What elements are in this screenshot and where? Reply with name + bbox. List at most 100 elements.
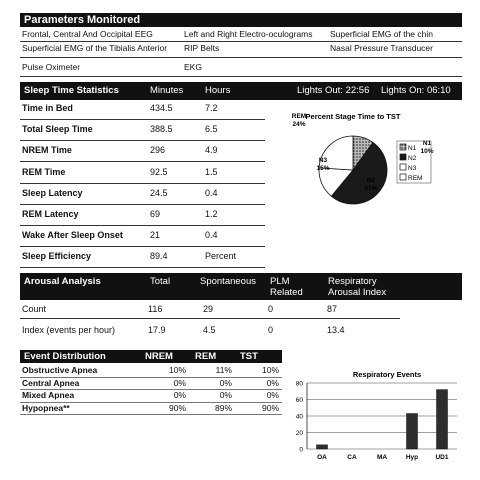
sleep-row-minutes: 69 bbox=[150, 209, 161, 219]
sleep-col-minutes: Minutes bbox=[150, 85, 184, 96]
sleep-row-minutes: 92.5 bbox=[150, 166, 168, 177]
arousal-row-total: 17.9 bbox=[148, 325, 166, 335]
pie-value-label: 24% bbox=[292, 121, 305, 128]
event-row-label: Central Apnea bbox=[22, 377, 80, 388]
event-row-nrem: 0% bbox=[173, 390, 186, 400]
bar-chart-title: Respiratory Events bbox=[353, 370, 421, 379]
sleep-row-divider bbox=[20, 246, 265, 248]
pie-title: Percent Stage Time to TST bbox=[306, 112, 401, 121]
pie-legend-swatch bbox=[399, 173, 407, 181]
arousal-col-resp-2: Arousal Index bbox=[328, 287, 387, 298]
sleep-row-label: Wake After Sleep Onset bbox=[22, 230, 123, 241]
bar-ud1 bbox=[436, 389, 448, 450]
param-divider bbox=[20, 41, 462, 42]
event-row-tst: 90% bbox=[261, 402, 279, 413]
sleep-header: Sleep Time Statistics Minutes Hours Ligh… bbox=[20, 82, 462, 100]
parameters-title: Parameters Monitored bbox=[24, 14, 141, 26]
pie-label: N3 bbox=[319, 157, 328, 164]
sleep-row-minutes: 296 bbox=[150, 145, 166, 156]
sleep-row-hours: 0.4 bbox=[205, 187, 218, 198]
event-row-rem: 89% bbox=[214, 402, 232, 413]
pie-legend-label: N2 bbox=[408, 155, 417, 162]
lights-out: Lights Out: 22:56 bbox=[297, 85, 370, 96]
bar-x-label: UD1 bbox=[435, 454, 448, 461]
bar-gridlines bbox=[307, 382, 457, 450]
param-oximeter: Pulse Oximeter bbox=[22, 62, 81, 72]
events-col-rem: REM bbox=[195, 351, 217, 362]
pie-label: N1 bbox=[423, 140, 432, 147]
event-row-divider bbox=[20, 414, 282, 415]
arousal-row-divider bbox=[20, 318, 400, 319]
arousal-row-respiratory: 13.4 bbox=[327, 325, 345, 335]
bar-oa bbox=[316, 444, 328, 450]
bar-hyp bbox=[406, 413, 418, 450]
arousal-row-plm: 0 bbox=[268, 304, 274, 314]
sleep-row-divider bbox=[20, 140, 265, 142]
bar-y-tick: 80 bbox=[296, 381, 304, 388]
sleep-row-label: REM Time bbox=[22, 166, 66, 177]
sleep-row-label: Time in Bed bbox=[22, 103, 73, 113]
arousal-row-respiratory: 87 bbox=[327, 304, 338, 314]
param-nasal: Nasal Pressure Transducer bbox=[330, 43, 433, 53]
pie-legend-swatch bbox=[399, 163, 407, 171]
pie-label: REM bbox=[292, 113, 306, 120]
arousal-row-spontaneous: 4.5 bbox=[203, 325, 216, 335]
pie-value-label: 10% bbox=[420, 148, 433, 155]
sleep-row-hours: 4.9 bbox=[205, 145, 218, 156]
event-row-rem: 0% bbox=[219, 390, 232, 400]
pie-legend-label: N1 bbox=[408, 145, 417, 152]
respiratory-events-chart: Respiratory Events 0 20 40 60 80 OA CA MA Hyp UD1 bbox=[296, 370, 457, 462]
arousal-row-label: Count bbox=[22, 304, 47, 314]
param-divider bbox=[20, 57, 462, 58]
pie-legend-label: REM bbox=[408, 175, 422, 182]
param-ekg: EKG bbox=[184, 62, 202, 72]
param-eeg: Frontal, Central And Occipital EEG bbox=[22, 29, 153, 39]
bar-y-tick: 0 bbox=[299, 447, 303, 454]
event-row-nrem: 90% bbox=[168, 402, 186, 413]
arousal-row-spontaneous: 29 bbox=[203, 304, 214, 314]
sleep-row-hours: 1.5 bbox=[205, 166, 218, 177]
sleep-row-minutes: 24.5 bbox=[150, 187, 168, 198]
sleep-title: Sleep Time Statistics bbox=[24, 85, 119, 96]
event-row-tst: 10% bbox=[261, 365, 279, 375]
events-col-tst: TST bbox=[240, 351, 258, 362]
event-row-tst: 0% bbox=[266, 377, 279, 388]
pie-label: N2 bbox=[367, 177, 376, 184]
param-emg-chin: Superficial EMG of the chin bbox=[330, 29, 433, 39]
arousal-col-total: Total bbox=[150, 276, 171, 287]
bar-series bbox=[316, 389, 448, 450]
event-row-divider bbox=[20, 376, 282, 378]
event-row-divider bbox=[20, 401, 282, 403]
events-title: Event Distribution bbox=[24, 351, 106, 362]
bar-y-tick: 20 bbox=[296, 430, 304, 437]
pie-slice-n2 bbox=[330, 141, 388, 205]
arousal-title: Arousal Analysis bbox=[24, 276, 101, 287]
bar-axis: 0 20 40 60 80 OA CA MA Hyp UD1 bbox=[296, 381, 449, 462]
event-row-label: Hypopnea** bbox=[22, 402, 70, 413]
pie-legend-swatch bbox=[399, 143, 407, 151]
sleep-row-label: REM Latency bbox=[22, 209, 79, 219]
stage-pie-chart: Percent Stage Time to TST N110%N251%N315… bbox=[292, 112, 434, 205]
event-row-label: Mixed Apnea bbox=[22, 390, 75, 400]
arousal-col-plm-2: Related bbox=[270, 287, 303, 298]
lights-on: Lights On: 06:10 bbox=[381, 85, 451, 96]
arousal-row-total: 116 bbox=[148, 304, 163, 314]
param-rip: RIP Belts bbox=[184, 43, 220, 53]
sleep-row-minutes: 388.5 bbox=[150, 124, 173, 135]
bar-x-label: OA bbox=[317, 454, 327, 461]
sleep-row-label: Total Sleep Time bbox=[22, 124, 93, 135]
event-row-divider bbox=[20, 389, 282, 390]
sleep-row-divider bbox=[20, 182, 265, 184]
sleep-row-divider bbox=[20, 225, 265, 226]
sleep-row-hours: 6.5 bbox=[205, 124, 218, 135]
sleep-row-minutes: 434.5 bbox=[150, 103, 173, 113]
sleep-row-minutes: 21 bbox=[150, 230, 161, 241]
sleep-row-divider bbox=[20, 119, 265, 120]
arousal-row-label: Index (events per hour) bbox=[22, 325, 116, 335]
events-col-nrem: NREM bbox=[145, 351, 173, 362]
sleep-row-hours: 0.4 bbox=[205, 230, 218, 241]
sleep-col-hours: Hours bbox=[205, 85, 231, 96]
event-row-tst: 0% bbox=[266, 390, 279, 400]
sleep-row-divider bbox=[20, 161, 265, 163]
